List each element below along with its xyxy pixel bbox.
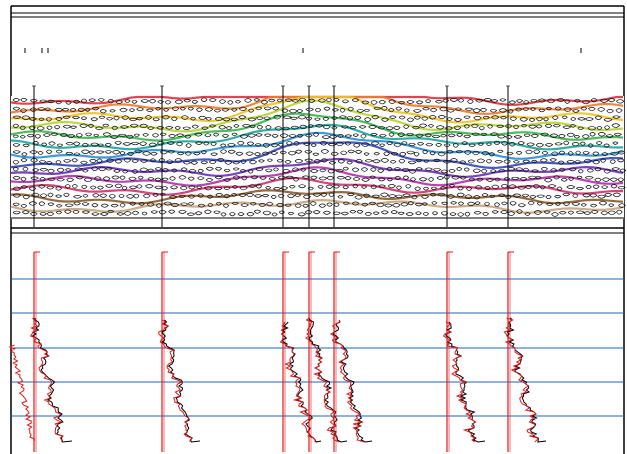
log-curve-red — [8, 344, 35, 442]
horizons — [10, 95, 624, 214]
horizon-line — [10, 112, 624, 142]
well-log-panel — [8, 251, 624, 452]
section-well-lines — [11, 85, 624, 227]
log-track — [503, 251, 547, 452]
horizon-line — [10, 95, 624, 124]
log-curve-red — [158, 319, 193, 443]
cross-section-panel — [10, 85, 627, 227]
log-curve-red — [442, 321, 476, 443]
log-curve-black — [280, 321, 322, 443]
horizon-line — [10, 99, 624, 133]
log-curve-red — [29, 317, 64, 443]
log-curve-red — [503, 317, 539, 443]
log-curve-black — [31, 317, 73, 443]
log-curve-black — [332, 319, 373, 443]
log-tracks — [8, 251, 547, 452]
upper-ticks — [24, 48, 582, 53]
log-track — [158, 251, 201, 452]
log-curve-red — [329, 319, 365, 443]
grain-fill — [12, 97, 627, 217]
log-track — [29, 251, 73, 452]
log-track — [279, 251, 322, 452]
log-curve-red — [279, 321, 316, 442]
horizon-line — [10, 166, 624, 187]
outer-frame — [10, 5, 625, 454]
log-track — [304, 251, 348, 452]
marker-lines — [11, 278, 624, 417]
log-curve-black — [506, 317, 547, 443]
grain-outlines — [12, 97, 627, 217]
horizon-line — [10, 189, 624, 205]
log-curve-black — [308, 317, 348, 443]
log-track — [442, 251, 486, 452]
log-curve-red — [304, 317, 340, 443]
log-track — [8, 344, 35, 442]
horizon-line — [10, 123, 624, 151]
log-track — [329, 251, 373, 452]
